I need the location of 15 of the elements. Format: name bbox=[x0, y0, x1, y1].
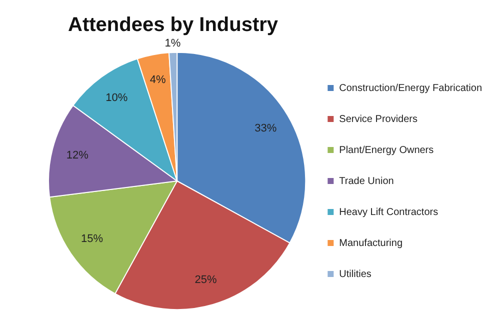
legend-label: Manufacturing bbox=[339, 238, 403, 249]
data-label: 33% bbox=[254, 122, 277, 135]
data-label: 25% bbox=[194, 274, 217, 286]
chart-title: Attendees by Industry bbox=[68, 14, 278, 37]
data-label: 10% bbox=[106, 92, 128, 104]
legend-label: Construction/Energy Fabrication bbox=[339, 82, 482, 94]
data-label: 1% bbox=[164, 38, 181, 50]
legend-label: Utilities bbox=[339, 268, 372, 280]
data-label: 4% bbox=[150, 74, 166, 86]
data-label: 15% bbox=[80, 232, 104, 245]
legend-label: Service Providers bbox=[339, 114, 418, 125]
legend-label: Plant/Energy Owners bbox=[339, 144, 434, 156]
legend-label: Heavy Lift Contractors bbox=[339, 206, 438, 218]
legend-label: Trade Union bbox=[339, 176, 394, 187]
data-label: 12% bbox=[66, 149, 89, 162]
